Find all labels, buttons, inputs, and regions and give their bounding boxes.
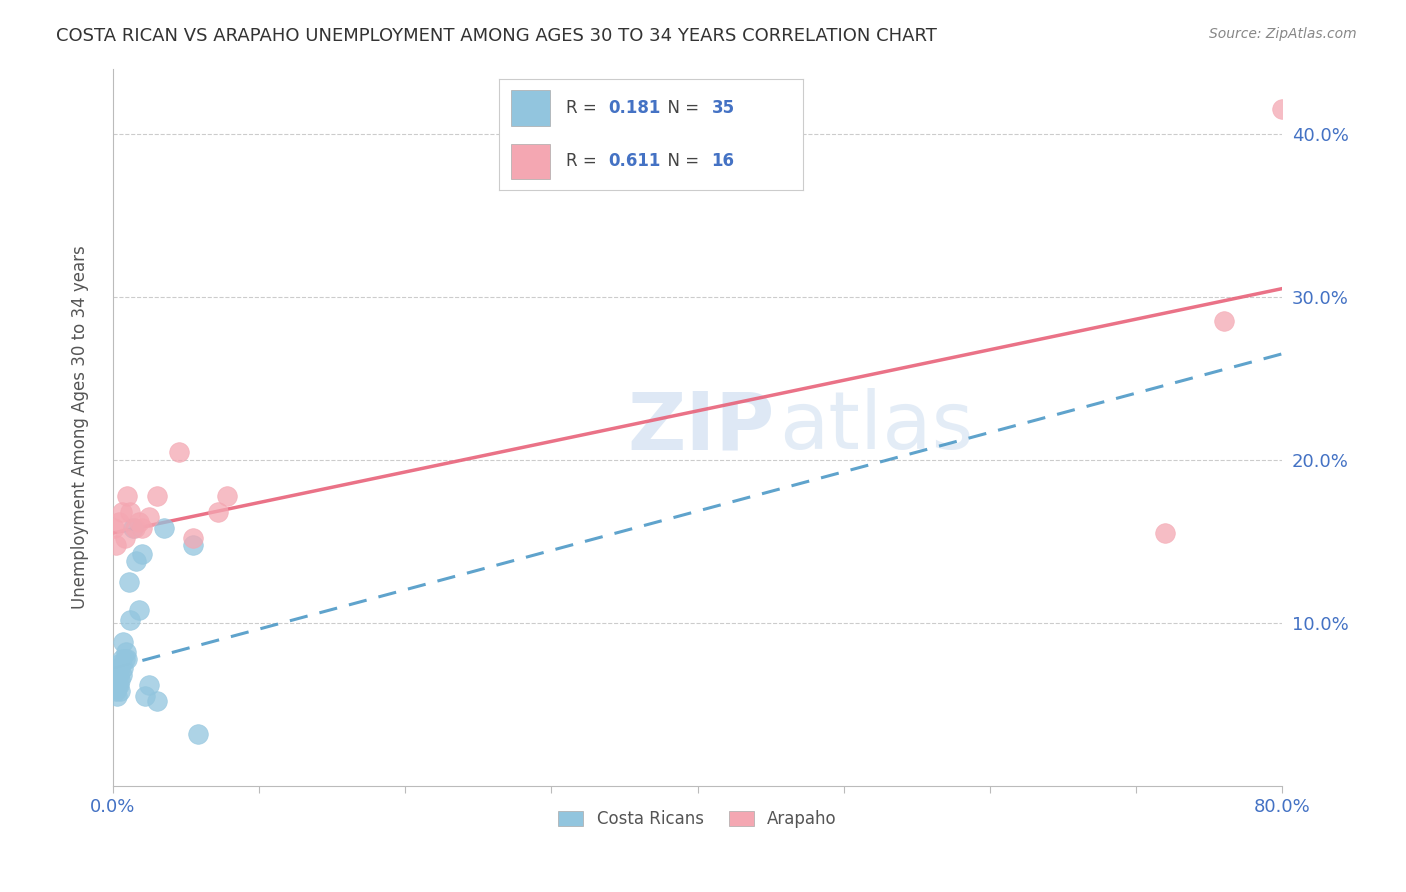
Point	[105, 673, 128, 687]
Point	[104, 537, 127, 551]
Point	[111, 668, 134, 682]
Point	[114, 531, 136, 545]
Point	[153, 521, 176, 535]
Point	[120, 505, 142, 519]
Point	[105, 681, 128, 695]
Point	[104, 668, 127, 682]
Text: ZIP: ZIP	[627, 388, 775, 467]
Point	[125, 554, 148, 568]
Point	[118, 574, 141, 589]
Point	[145, 489, 167, 503]
Point	[187, 726, 209, 740]
Point	[128, 603, 150, 617]
Point	[108, 673, 131, 687]
Point	[181, 537, 204, 551]
Point	[111, 505, 134, 519]
Point	[181, 531, 204, 545]
Point	[111, 651, 134, 665]
Point	[117, 651, 139, 665]
Point	[120, 613, 142, 627]
Point	[107, 657, 129, 671]
Point	[124, 521, 146, 535]
Point	[207, 505, 229, 519]
Point	[145, 694, 167, 708]
Text: COSTA RICAN VS ARAPAHO UNEMPLOYMENT AMONG AGES 30 TO 34 YEARS CORRELATION CHART: COSTA RICAN VS ARAPAHO UNEMPLOYMENT AMON…	[56, 27, 938, 45]
Point	[134, 689, 156, 703]
Point	[103, 681, 125, 695]
Y-axis label: Unemployment Among Ages 30 to 34 years: Unemployment Among Ages 30 to 34 years	[72, 245, 89, 609]
Point	[1271, 103, 1294, 117]
Point	[215, 489, 238, 503]
Point	[107, 668, 129, 682]
Point	[105, 689, 128, 703]
Point	[104, 684, 127, 698]
Point	[104, 678, 127, 692]
Point	[103, 521, 125, 535]
Point	[1212, 314, 1234, 328]
Point	[108, 661, 131, 675]
Point	[138, 509, 160, 524]
Point	[114, 651, 136, 665]
Point	[115, 645, 138, 659]
Point	[131, 547, 153, 561]
Point	[108, 684, 131, 698]
Point	[103, 673, 125, 687]
Point	[138, 678, 160, 692]
Point	[167, 444, 190, 458]
Point	[131, 521, 153, 535]
Point	[112, 661, 135, 675]
Text: atlas: atlas	[779, 388, 974, 467]
Point	[105, 661, 128, 675]
Point	[112, 635, 135, 649]
Point	[122, 521, 145, 535]
Point	[107, 515, 129, 529]
Legend: Costa Ricans, Arapaho: Costa Ricans, Arapaho	[551, 804, 844, 835]
Point	[103, 665, 125, 679]
Point	[107, 678, 129, 692]
Point	[117, 489, 139, 503]
Point	[128, 515, 150, 529]
Text: Source: ZipAtlas.com: Source: ZipAtlas.com	[1209, 27, 1357, 41]
Point	[1154, 526, 1177, 541]
